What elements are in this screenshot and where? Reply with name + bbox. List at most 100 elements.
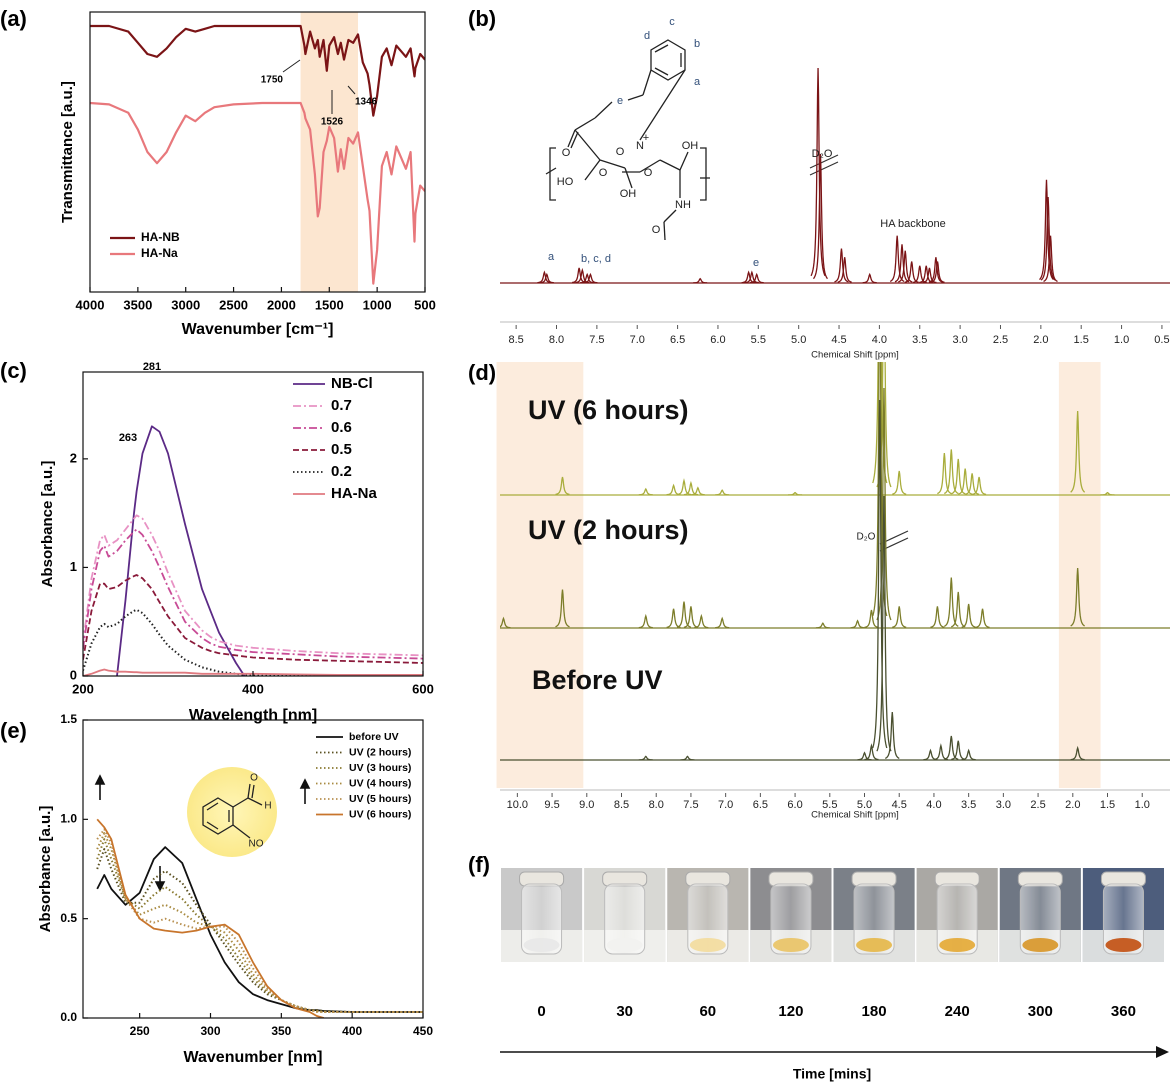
series-line <box>90 24 425 117</box>
vial <box>936 883 978 955</box>
peak <box>694 613 709 629</box>
series-label: Before UV <box>532 665 663 695</box>
x-tick-label: 3000 <box>171 297 200 312</box>
peak <box>930 606 945 628</box>
y-tick-label: 0.0 <box>60 1010 77 1024</box>
plot-frame <box>89 11 426 293</box>
peak <box>583 272 598 284</box>
vial <box>1019 883 1061 955</box>
x-tick-label: 8.5 <box>508 334 523 346</box>
x-tick-label: 500 <box>414 297 436 312</box>
vial-liquid <box>772 938 809 952</box>
x-tick-label: 6.5 <box>753 799 768 811</box>
series-line <box>96 818 325 1018</box>
y-axis-label: Absorbance [a.u.] <box>39 461 56 588</box>
peak <box>680 755 695 761</box>
peak <box>894 244 910 283</box>
time-label: 30 <box>616 1003 633 1020</box>
peak <box>1070 410 1086 493</box>
annotation: HA backbone <box>880 218 945 230</box>
peak <box>951 740 966 760</box>
inset-structure <box>187 767 277 857</box>
vial-liquid <box>856 938 893 952</box>
legend-label: 0.7 <box>331 397 352 414</box>
peak <box>850 619 865 629</box>
x-tick-label: 5.5 <box>822 799 837 811</box>
x-tick-label: 250 <box>130 1024 150 1038</box>
peak <box>676 478 692 496</box>
vial-liquid <box>606 938 643 952</box>
x-tick-label: 10.0 <box>507 799 528 811</box>
legend-label: UV (6 hours) <box>349 808 411 820</box>
highlight-band <box>1058 362 1101 788</box>
x-tick-label: 4.5 <box>831 334 846 346</box>
x-tick-label: 400 <box>242 681 264 696</box>
x-axis-label: Chemical Shift [ppm] <box>811 350 899 361</box>
x-tick-label: 4000 <box>76 297 105 312</box>
vial-liquid <box>689 938 726 952</box>
peak <box>537 270 552 284</box>
peak <box>864 609 879 629</box>
plot-area <box>500 362 1170 761</box>
series-line <box>116 425 246 676</box>
peak <box>715 616 730 629</box>
time-label: 300 <box>1028 1003 1053 1020</box>
peak <box>930 261 945 283</box>
vial-liquid <box>1022 938 1059 952</box>
peak <box>944 735 959 760</box>
panel-label: (a) <box>0 6 27 31</box>
x-tick-label: 2.0 <box>1033 334 1048 346</box>
panel-label: (f) <box>468 852 490 877</box>
x-tick-label: 6.0 <box>787 799 802 811</box>
series-line <box>83 514 423 657</box>
series-line <box>83 528 423 660</box>
time-label: 60 <box>699 1003 716 1020</box>
peak <box>1070 745 1085 761</box>
legend-label: UV (5 hours) <box>349 793 411 805</box>
peak <box>837 257 852 283</box>
peak <box>961 603 976 628</box>
series-line <box>96 848 423 1013</box>
peak <box>857 751 872 761</box>
panel-label: (e) <box>0 718 27 743</box>
y-tick-label: 1 <box>70 559 77 574</box>
peak <box>961 748 976 761</box>
structure-label: d <box>644 30 650 42</box>
peak <box>1100 491 1115 496</box>
x-tick-label: 3.0 <box>952 334 967 346</box>
peak <box>539 272 554 284</box>
peak <box>638 755 653 761</box>
legend-label: HA-Na <box>331 485 377 502</box>
x-tick-label: 1.5 <box>1074 334 1089 346</box>
series-label: UV (2 hours) <box>528 515 689 545</box>
structure-label: O <box>616 146 625 158</box>
x-axis-label: Time [mins] <box>793 1066 871 1082</box>
series-line <box>96 846 423 1013</box>
x-tick-label: 2500 <box>219 297 248 312</box>
peak <box>937 452 952 495</box>
peak <box>690 486 705 496</box>
plot-area <box>83 425 423 676</box>
x-tick-label: 200 <box>72 681 94 696</box>
x-tick-label: 6.0 <box>710 334 725 346</box>
peak <box>898 250 913 283</box>
peak <box>810 67 826 277</box>
series-line <box>90 101 425 285</box>
panel-label: (d) <box>468 360 496 385</box>
peak <box>951 458 966 495</box>
peak <box>715 489 730 496</box>
y-tick-label: 1.0 <box>60 812 77 826</box>
peak <box>788 491 803 496</box>
x-tick-label: 8.5 <box>614 799 629 811</box>
x-tick-label: 7.0 <box>718 799 733 811</box>
vial-liquid <box>1105 938 1142 952</box>
peak <box>580 272 595 284</box>
x-tick-label: 4.0 <box>872 334 887 346</box>
structure <box>545 39 710 241</box>
x-tick-label: 2.5 <box>1030 799 1045 811</box>
vial <box>687 883 729 955</box>
series-line <box>96 828 423 1013</box>
legend-label: HA-NB <box>141 230 180 244</box>
x-tick-label: 3500 <box>123 297 152 312</box>
peak <box>923 748 938 761</box>
